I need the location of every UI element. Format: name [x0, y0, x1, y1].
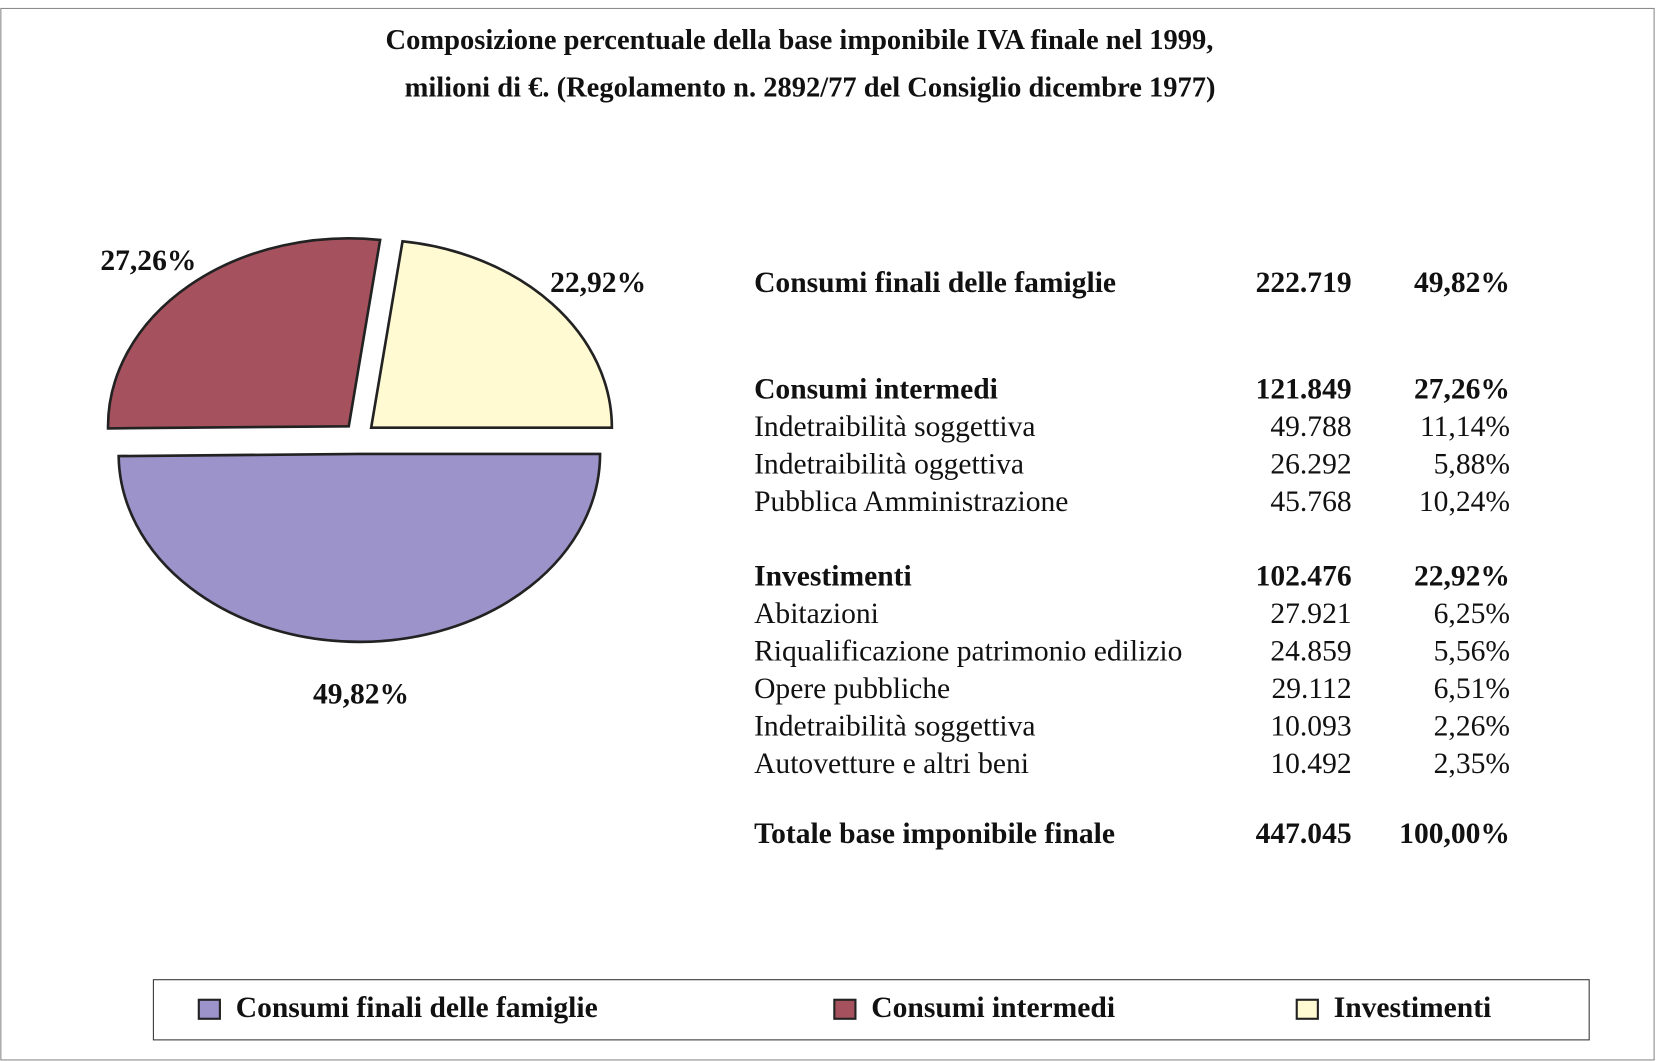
row-value: 26.292	[1270, 449, 1351, 481]
legend-box	[152, 979, 1590, 1041]
legend-label: Consumi intermedi	[871, 992, 1115, 1024]
row-value: 121.849	[1256, 373, 1352, 405]
pie-slice	[369, 239, 614, 430]
row-percent: 22,92%	[1414, 560, 1510, 592]
legend-swatch	[833, 998, 857, 1020]
row-label: Consumi intermedi	[754, 373, 998, 405]
row-label: Pubblica Amministrazione	[754, 486, 1068, 518]
row-value: 222.719	[1256, 267, 1352, 299]
row-label: Opere pubbliche	[754, 673, 950, 705]
row-label: Indetraibilità oggettiva	[754, 449, 1024, 481]
pie-slice	[106, 237, 382, 430]
row-label: Indetraibilità soggettiva	[754, 711, 1035, 743]
legend-swatch	[1295, 998, 1319, 1020]
legend-label: Investimenti	[1334, 992, 1492, 1024]
row-percent: 10,24%	[1419, 486, 1510, 518]
row-value: 45.768	[1270, 486, 1351, 518]
pie-slice	[117, 452, 602, 644]
chart-title: Composizione percentuale della base impo…	[386, 25, 1214, 56]
row-label: Consumi finali delle famiglie	[754, 267, 1116, 299]
row-percent: 5,56%	[1434, 635, 1510, 667]
row-percent: 27,26%	[1414, 373, 1510, 405]
row-value: 24.859	[1270, 635, 1351, 667]
data-label: 27,26%	[100, 245, 196, 277]
frame	[0, 7, 1655, 1061]
legend-label: Consumi finali delle famiglie	[236, 992, 598, 1024]
data-label: 49,82%	[313, 679, 409, 711]
row-value: 447.045	[1256, 818, 1352, 850]
row-percent: 11,14%	[1420, 411, 1510, 443]
row-value: 27.921	[1270, 598, 1351, 630]
row-percent: 6,25%	[1434, 598, 1510, 630]
row-label: Indetraibilità soggettiva	[754, 411, 1035, 443]
row-percent: 6,51%	[1434, 673, 1510, 705]
row-percent: 100,00%	[1399, 818, 1510, 850]
row-value: 49.788	[1270, 411, 1351, 443]
row-value: 10.093	[1270, 711, 1351, 743]
row-percent: 2,26%	[1434, 711, 1510, 743]
row-label: Autovetture e altri beni	[754, 748, 1029, 780]
row-label: Abitazioni	[754, 598, 879, 630]
data-label: 22,92%	[550, 267, 646, 299]
chart-subtitle: milioni di €. (Regolamento n. 2892/77 de…	[405, 72, 1216, 103]
row-value: 29.112	[1271, 673, 1351, 705]
row-percent: 5,88%	[1434, 449, 1510, 481]
row-percent: 49,82%	[1414, 267, 1510, 299]
row-value: 10.492	[1270, 748, 1351, 780]
legend-swatch	[197, 998, 221, 1020]
row-label: Totale base imponibile finale	[754, 818, 1115, 850]
row-label: Riqualificazione patrimonio edilizio	[754, 635, 1182, 667]
row-percent: 2,35%	[1434, 748, 1510, 780]
row-value: 102.476	[1256, 560, 1352, 592]
row-label: Investimenti	[754, 560, 912, 592]
